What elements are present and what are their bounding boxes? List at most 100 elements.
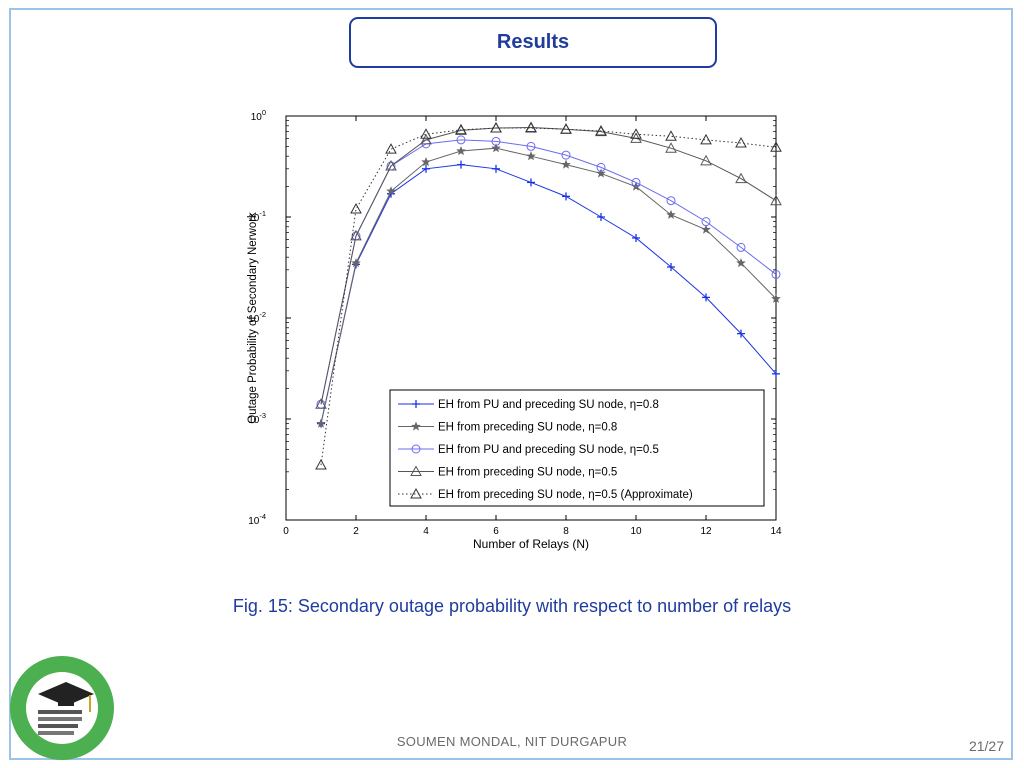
legend-item: EH from preceding SU node, η=0.5 (Approx… xyxy=(398,487,693,501)
x-tick-label: 4 xyxy=(423,526,429,537)
data-point xyxy=(770,194,782,206)
legend-label: EH from PU and preceding SU node, η=0.8 xyxy=(438,399,659,411)
y-axis-label: Outage Probability of Secondary Nerwork xyxy=(247,212,259,424)
data-point xyxy=(526,151,536,161)
data-point xyxy=(665,130,677,141)
legend-label: EH from preceding SU node, η=0.8 xyxy=(438,422,617,434)
legend-label: EH from preceding SU node, η=0.5 (Approx… xyxy=(438,489,693,501)
x-axis-label: Number of Relays (N) xyxy=(473,537,589,551)
data-point xyxy=(595,124,607,136)
data-point xyxy=(315,398,327,409)
data-point xyxy=(630,128,642,139)
data-point xyxy=(421,157,431,167)
visvesvaraya-logo xyxy=(10,656,114,760)
slide-title: Results xyxy=(349,17,717,68)
data-point xyxy=(420,128,432,139)
data-point xyxy=(561,159,571,169)
data-point xyxy=(596,162,606,172)
data-point xyxy=(491,143,501,153)
page-number: 21/27 xyxy=(968,738,1004,754)
figure-caption: Fig. 15: Secondary outage probability wi… xyxy=(232,596,792,616)
data-point xyxy=(527,178,535,187)
data-point xyxy=(771,269,781,279)
chart-legend: EH from PU and preceding SU node, η=0.8 E… xyxy=(389,389,765,507)
data-point xyxy=(701,224,711,234)
data-point xyxy=(666,196,676,206)
footer-author: SOUMEN MONDAL, NIT DURGAPUR xyxy=(396,734,628,749)
slide-frame xyxy=(9,8,1013,760)
data-point xyxy=(560,123,572,134)
series-5 xyxy=(315,122,782,470)
data-point xyxy=(351,258,361,268)
data-point xyxy=(772,369,780,378)
data-point xyxy=(562,192,570,201)
series-line xyxy=(320,139,777,405)
data-point xyxy=(771,293,781,303)
series-1 xyxy=(317,160,780,428)
series-line xyxy=(320,147,777,424)
data-point xyxy=(492,164,500,173)
y-tick-label: 10-4 xyxy=(248,512,266,527)
legend-label: EH from preceding SU node, η=0.5 xyxy=(438,467,617,479)
data-point xyxy=(420,133,432,145)
slide-title-text: Results xyxy=(496,31,570,53)
x-tick-label: 14 xyxy=(770,526,782,537)
data-point xyxy=(385,159,397,171)
x-tick-label: 10 xyxy=(630,526,642,537)
data-point xyxy=(561,150,571,160)
data-point xyxy=(632,233,640,242)
data-point xyxy=(422,164,430,173)
data-point xyxy=(770,141,782,152)
y-tick-label: 10-1 xyxy=(248,209,266,224)
data-point xyxy=(736,258,746,268)
data-point xyxy=(315,459,327,470)
series-line xyxy=(320,127,777,466)
data-point xyxy=(455,123,467,135)
data-point xyxy=(736,242,746,252)
data-point xyxy=(526,141,536,151)
data-point xyxy=(457,160,465,169)
legend-item: EH from preceding SU node, η=0.8 xyxy=(398,421,617,434)
data-point xyxy=(702,293,710,302)
legend-marker xyxy=(411,421,421,431)
data-point xyxy=(597,213,605,221)
data-point xyxy=(700,154,712,166)
data-point xyxy=(700,133,712,145)
x-tick-label: 0 xyxy=(283,526,289,537)
data-point xyxy=(735,136,747,148)
legend-label: EH from PU and preceding SU node, η=0.5 xyxy=(438,444,659,456)
legend-box xyxy=(389,389,765,507)
x-tick-label: 2 xyxy=(353,526,359,537)
data-point xyxy=(665,142,677,153)
data-point xyxy=(667,262,675,271)
data-point xyxy=(666,209,676,219)
data-point xyxy=(350,202,362,214)
legend-marker xyxy=(411,444,421,454)
x-tick-label: 8 xyxy=(563,526,569,537)
data-point xyxy=(316,418,326,428)
legend-marker xyxy=(410,487,422,499)
data-point xyxy=(490,122,502,133)
data-point xyxy=(596,168,606,178)
data-point xyxy=(737,329,745,338)
series-line xyxy=(320,164,777,424)
legend-item: EH from PU and preceding SU node, η=0.5 xyxy=(398,444,659,456)
data-point xyxy=(525,122,537,133)
data-point xyxy=(456,145,466,156)
y-tick-label: 100 xyxy=(251,108,266,123)
legend-item: EH from PU and preceding SU node, η=0.8 xyxy=(398,399,659,411)
x-tick-label: 6 xyxy=(493,526,499,537)
data-point xyxy=(386,186,396,196)
data-point xyxy=(350,229,362,241)
data-point xyxy=(491,136,501,146)
legend-item: EH from preceding SU node, η=0.5 xyxy=(398,465,617,479)
data-point xyxy=(456,135,466,145)
series-2 xyxy=(316,143,781,428)
data-point xyxy=(385,143,397,154)
y-tick-label: 10-2 xyxy=(248,310,266,325)
data-point xyxy=(701,217,711,227)
data-point xyxy=(735,172,747,184)
data-point xyxy=(631,177,641,187)
x-tick-label: 12 xyxy=(700,526,712,537)
